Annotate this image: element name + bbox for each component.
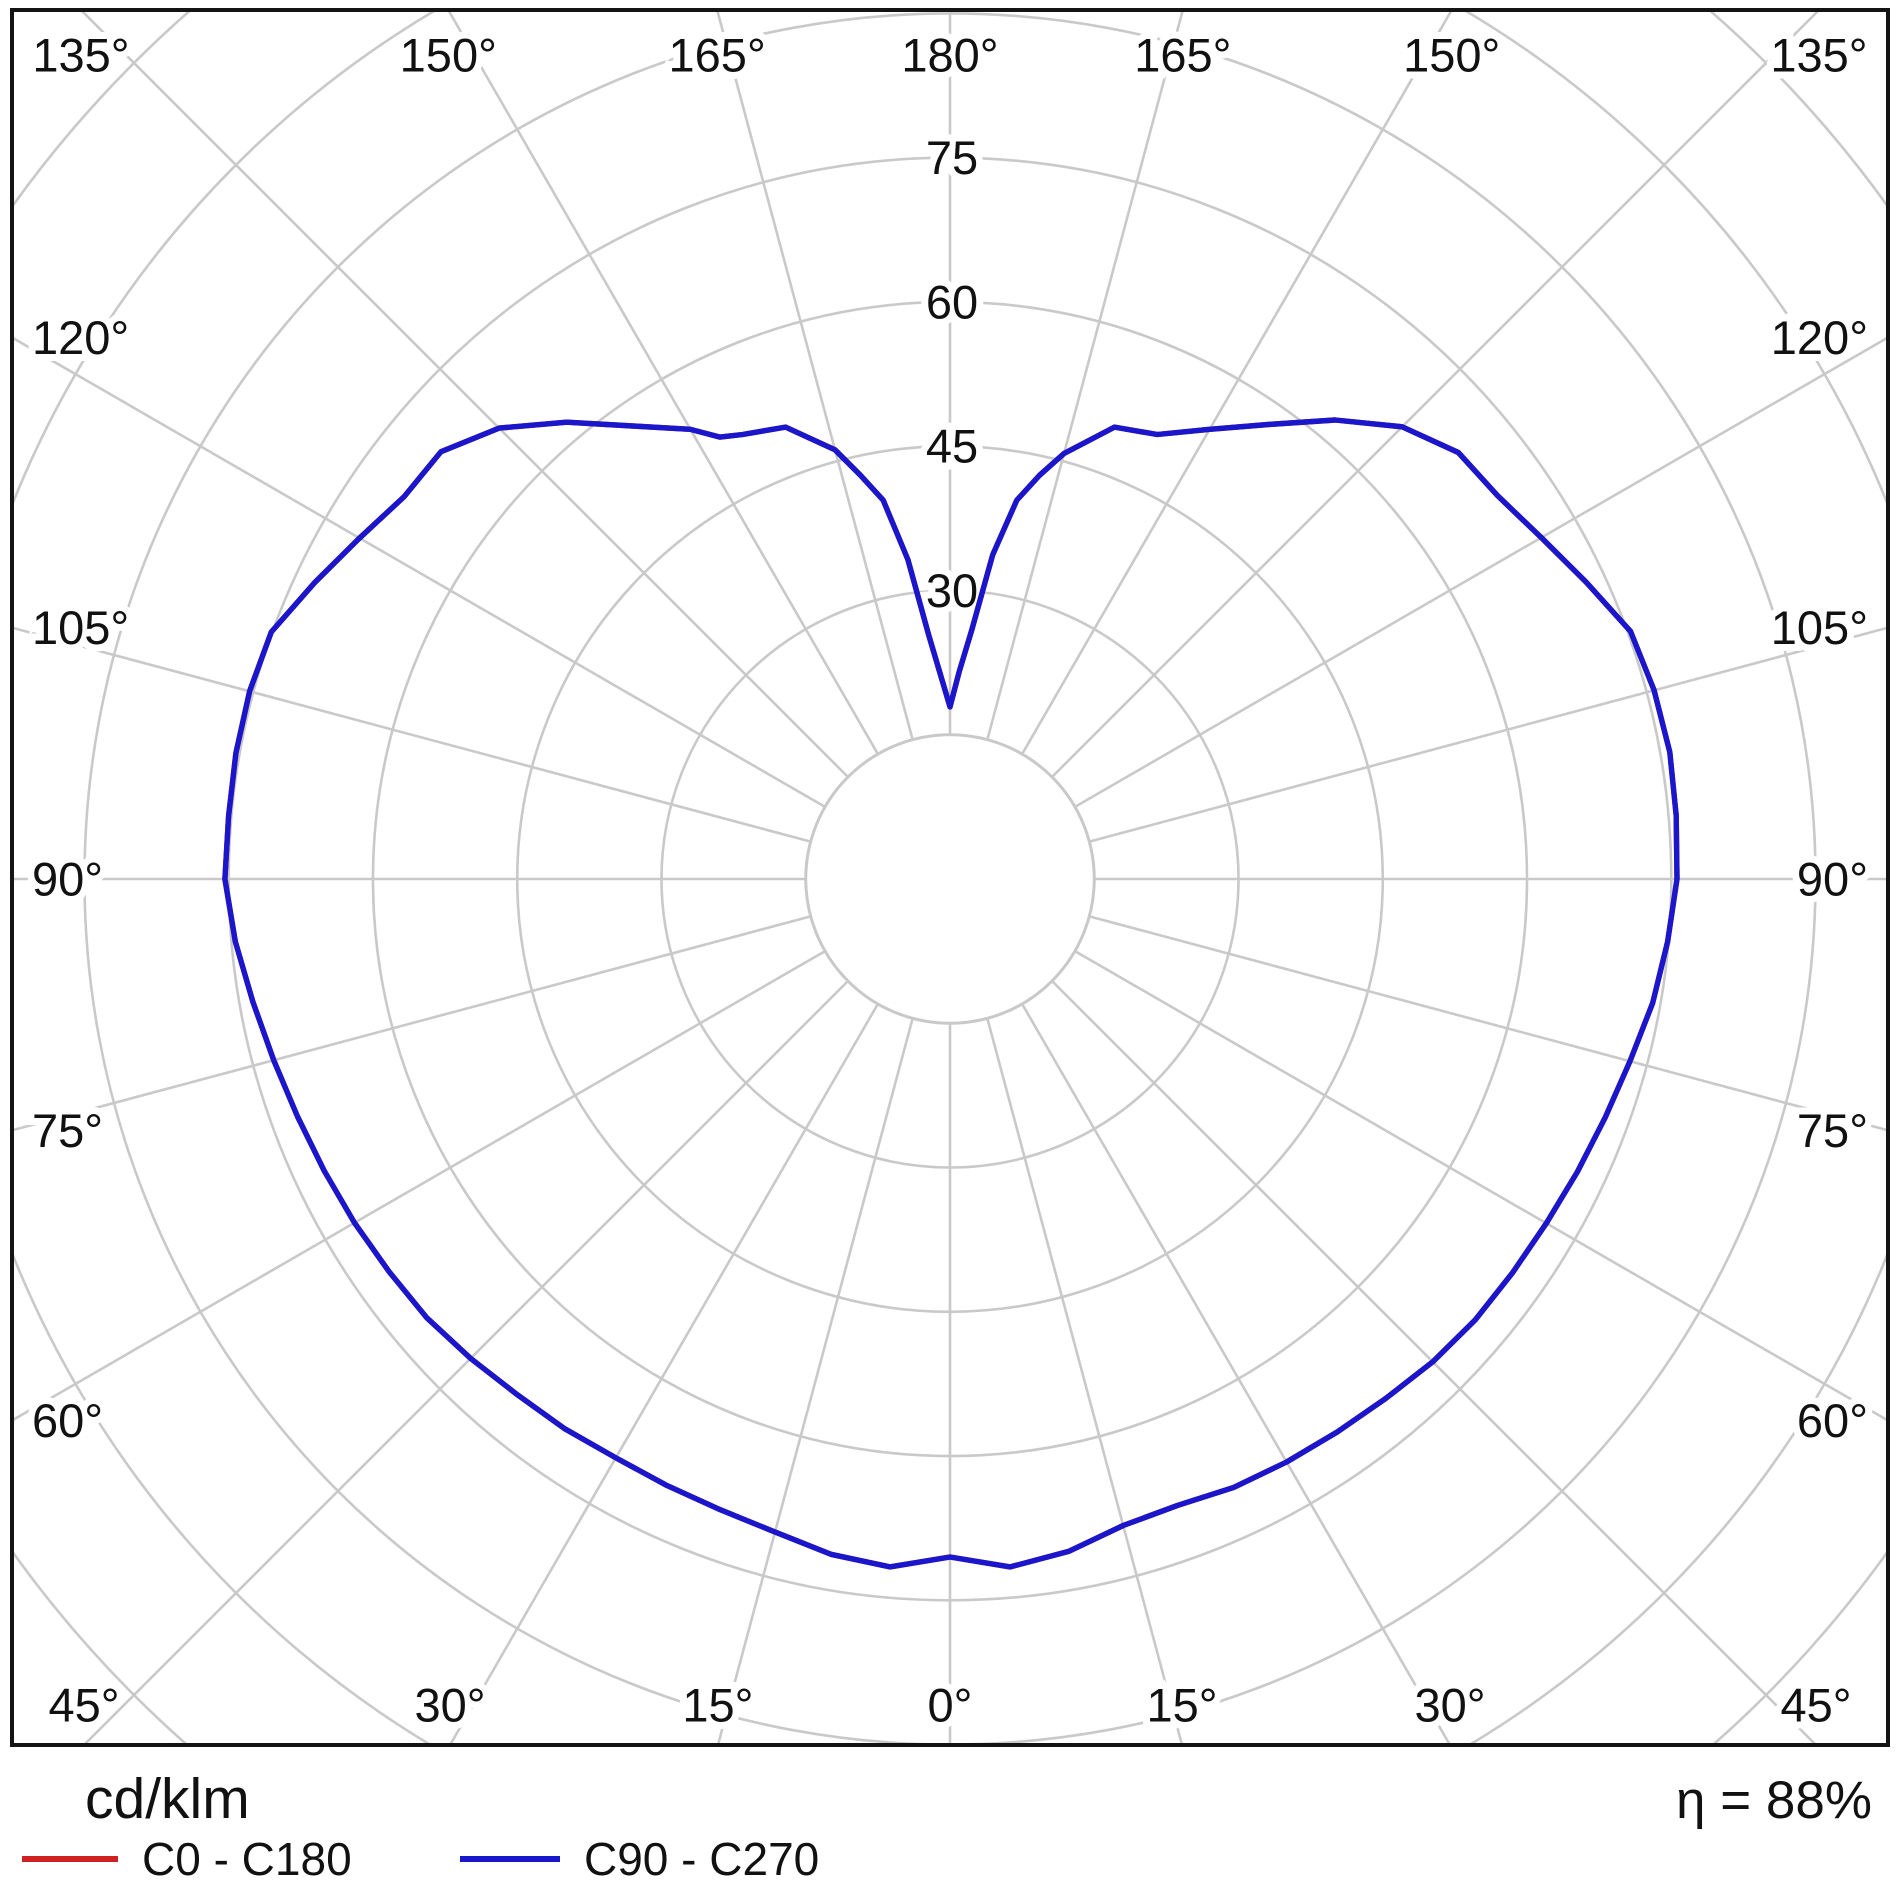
legend-label-c90-c270: C90 - C270 xyxy=(584,1833,820,1885)
angle-label-right-0: 120° xyxy=(1771,311,1868,364)
angle-label-right-1: 105° xyxy=(1771,601,1868,654)
grid-spoke-15 xyxy=(986,1018,1184,1745)
grid-spoke-300 xyxy=(12,950,826,1423)
angle-label-top-1: 150° xyxy=(400,29,497,82)
units-label: cd/klm xyxy=(85,1767,250,1831)
radial-tick-label-60: 60 xyxy=(926,275,978,328)
angle-label-right-3: 75° xyxy=(1797,1104,1868,1157)
angle-label-left-1: 105° xyxy=(32,601,129,654)
angle-label-left-0: 120° xyxy=(32,311,129,364)
angle-label-top-0: 135° xyxy=(32,29,129,82)
angle-label-top-4: 165° xyxy=(1134,29,1231,82)
angle-label-bottom-4: 15° xyxy=(1147,1679,1218,1732)
grid-spoke-60 xyxy=(1074,950,1888,1423)
angle-label-top-2: 165° xyxy=(669,29,766,82)
angle-label-left-2: 90° xyxy=(32,853,103,906)
plot-border xyxy=(10,8,1890,1747)
grid-spoke-165 xyxy=(986,10,1185,740)
angle-label-bottom-6: 45° xyxy=(1780,1679,1851,1732)
angle-label-bottom-1: 30° xyxy=(414,1679,485,1732)
angle-label-bottom-5: 30° xyxy=(1414,1679,1485,1732)
radial-tick-label-30: 30 xyxy=(926,564,978,617)
grid-spoke-45 xyxy=(1051,980,1818,1745)
legend-item-c0-c180: C0 - C180 xyxy=(22,1833,352,1885)
grid-spoke-255 xyxy=(12,626,811,843)
grid-spoke-225 xyxy=(79,10,849,778)
angle-label-left-3: 75° xyxy=(32,1104,103,1157)
legend-line-blue xyxy=(460,1856,560,1862)
grid-spoke-195 xyxy=(715,10,914,740)
grid-spoke-345 xyxy=(716,1018,914,1745)
legend-label-c0-c180: C0 - C180 xyxy=(142,1833,352,1885)
grid-spoke-30 xyxy=(1021,1003,1452,1745)
grid-spoke-330 xyxy=(448,1003,879,1745)
grid-spoke-120 xyxy=(1074,335,1888,808)
angle-label-top-3: 180° xyxy=(901,29,998,82)
curves-group xyxy=(222,417,1680,1570)
angle-label-right-2: 90° xyxy=(1797,853,1868,906)
angle-label-top-6: 135° xyxy=(1770,29,1867,82)
grid-spoke-105 xyxy=(1089,626,1888,843)
efficiency-value: η = 88% xyxy=(1676,1771,1872,1830)
grid-spoke-150 xyxy=(1021,10,1454,755)
radial-tick-label-45: 45 xyxy=(926,420,978,473)
grid-spoke-315 xyxy=(82,980,849,1745)
grid-spoke-210 xyxy=(446,10,879,755)
grid-spoke-135 xyxy=(1051,10,1821,778)
angle-label-left-4: 60° xyxy=(32,1394,103,1447)
legend-line-red xyxy=(22,1856,118,1862)
angle-label-right-4: 60° xyxy=(1797,1394,1868,1447)
angle-label-bottom-2: 15° xyxy=(682,1679,753,1732)
grid-spoke-285 xyxy=(12,915,811,1132)
radial-tick-label-75: 75 xyxy=(926,131,978,184)
grid-spoke-75 xyxy=(1089,915,1888,1132)
angle-label-bottom-0: 45° xyxy=(48,1679,119,1732)
legend-item-c90-c270: C90 - C270 xyxy=(460,1833,820,1885)
angle-label-bottom-3: 0° xyxy=(928,1679,973,1732)
angle-label-top-5: 150° xyxy=(1403,29,1500,82)
grid-spoke-240 xyxy=(12,335,826,808)
curve-c90-c270 xyxy=(222,417,1680,1570)
